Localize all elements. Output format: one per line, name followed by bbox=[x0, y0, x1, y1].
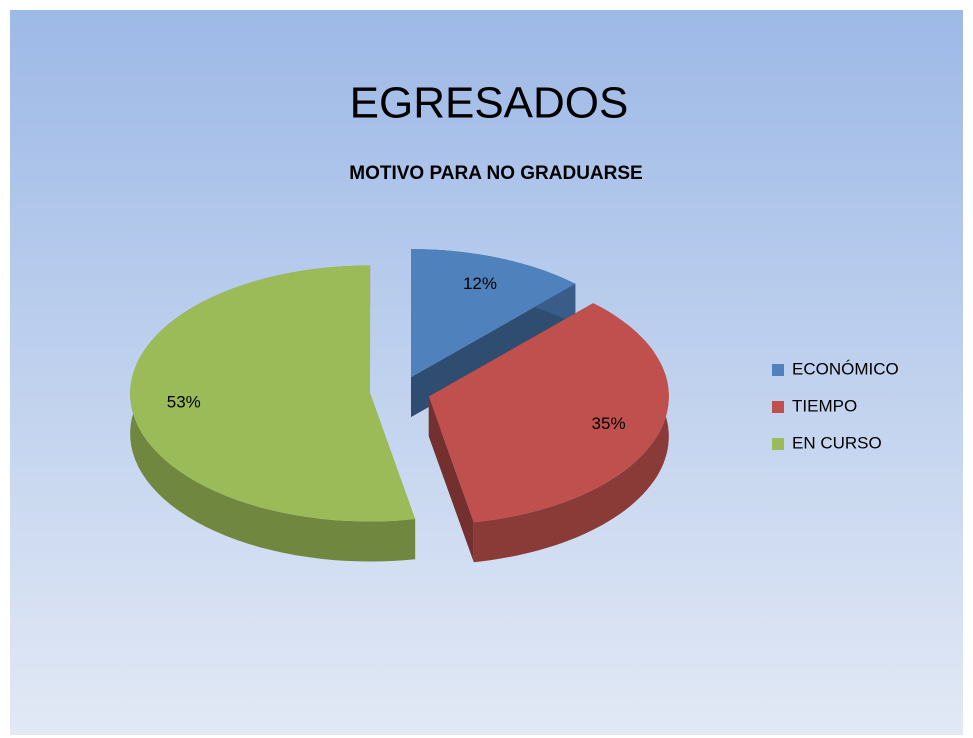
legend-label: ECONÓMICO bbox=[792, 359, 899, 378]
data-label: 35% bbox=[592, 414, 626, 433]
data-label: 12% bbox=[463, 274, 497, 293]
legend-label: EN CURSO bbox=[792, 433, 882, 452]
slice-wall bbox=[473, 303, 669, 563]
legend-swatch bbox=[772, 401, 784, 413]
data-label: 53% bbox=[167, 392, 201, 411]
legend-label: TIEMPO bbox=[792, 396, 857, 415]
chart-title: EGRESADOS bbox=[350, 79, 629, 128]
pie-slice bbox=[130, 265, 416, 522]
chart-subtitle: MOTIVO PARA NO GRADUARSE bbox=[349, 163, 642, 184]
legend-swatch bbox=[772, 438, 784, 450]
legend-swatch bbox=[772, 364, 784, 376]
slice-side bbox=[428, 396, 474, 563]
pie-slice bbox=[428, 303, 669, 523]
pie-slice bbox=[411, 249, 576, 378]
